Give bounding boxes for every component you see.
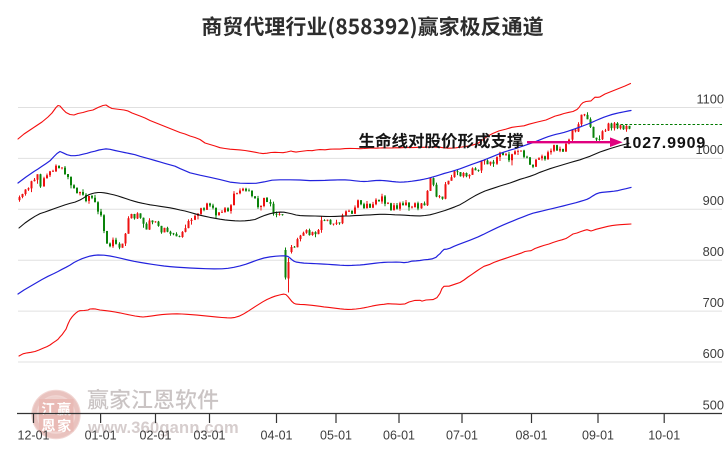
svg-text:10-01: 10-01	[648, 429, 680, 443]
svg-text:02-01: 02-01	[140, 429, 172, 443]
svg-text:www.360gann.com: www.360gann.com	[87, 419, 239, 437]
svg-text:12-01: 12-01	[18, 429, 50, 443]
svg-text:700: 700	[703, 295, 724, 310]
svg-text:09-01: 09-01	[582, 429, 614, 443]
svg-text:03-01: 03-01	[194, 429, 226, 443]
svg-text:600: 600	[703, 346, 724, 361]
svg-text:800: 800	[703, 244, 724, 259]
svg-text:06-01: 06-01	[383, 429, 415, 443]
svg-text:500: 500	[703, 397, 724, 412]
svg-text:900: 900	[703, 193, 724, 208]
svg-text:01-01: 01-01	[85, 429, 117, 443]
svg-text:1027.9909: 1027.9909	[623, 135, 706, 152]
svg-text:07-01: 07-01	[446, 429, 478, 443]
svg-text:04-01: 04-01	[261, 429, 293, 443]
svg-text:08-01: 08-01	[516, 429, 548, 443]
svg-text:1100: 1100	[696, 91, 724, 106]
svg-text:05-01: 05-01	[320, 429, 352, 443]
svg-text:1000: 1000	[696, 142, 724, 157]
